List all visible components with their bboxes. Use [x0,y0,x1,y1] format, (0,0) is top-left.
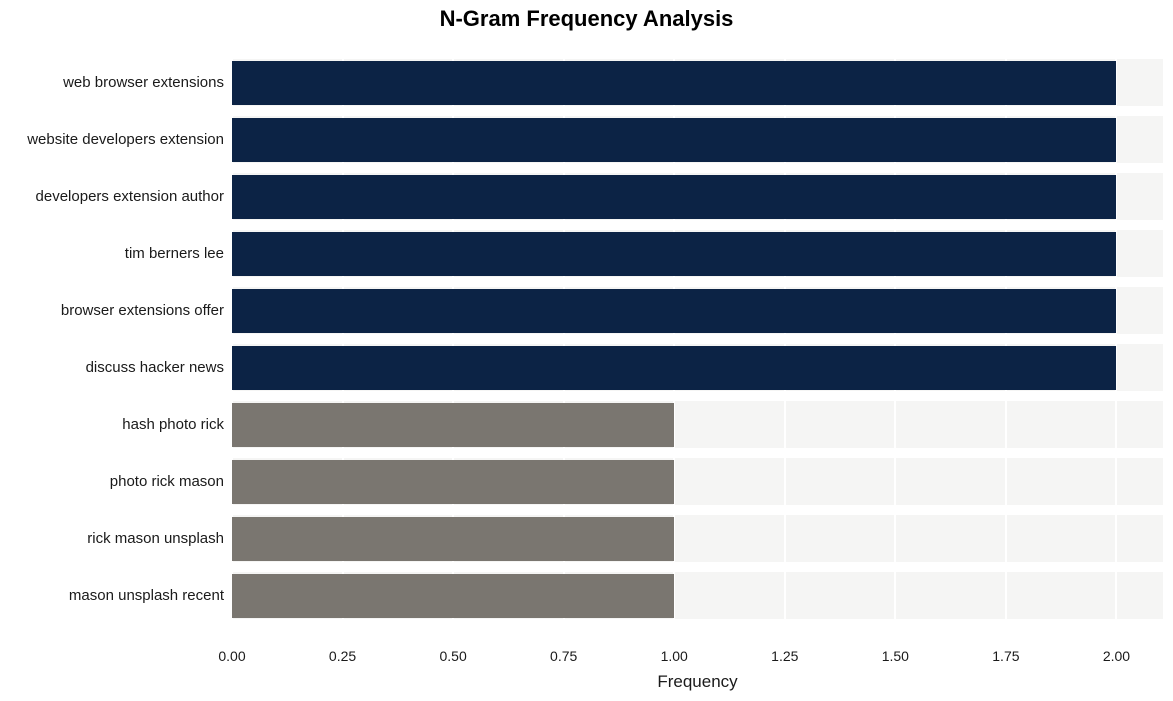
bar [232,175,1116,219]
x-tick-label: 0.25 [329,648,356,664]
y-tick-label: developers extension author [0,175,224,219]
y-tick-label: photo rick mason [0,460,224,504]
y-tick-label: hash photo rick [0,403,224,447]
x-tick-label: 0.50 [439,648,466,664]
y-tick-label: tim berners lee [0,232,224,276]
x-tick-label: 0.75 [550,648,577,664]
bar [232,517,674,561]
y-tick-label: mason unsplash recent [0,574,224,618]
ngram-chart: N-Gram Frequency Analysis web browser ex… [0,0,1173,701]
y-tick-label: website developers extension [0,118,224,162]
bar [232,61,1116,105]
bar [232,118,1116,162]
x-tick-label: 2.00 [1103,648,1130,664]
y-tick-label: web browser extensions [0,61,224,105]
x-tick-label: 1.75 [992,648,1019,664]
y-tick-label: discuss hacker news [0,346,224,390]
x-tick-label: 1.50 [882,648,909,664]
bar [232,403,674,447]
chart-title: N-Gram Frequency Analysis [0,6,1173,32]
bar [232,232,1116,276]
bar [232,460,674,504]
x-tick-label: 1.25 [771,648,798,664]
bar [232,289,1116,333]
bar [232,574,674,618]
y-tick-label: browser extensions offer [0,289,224,333]
y-tick-label: rick mason unsplash [0,517,224,561]
plot-area [232,36,1163,638]
x-tick-label: 0.00 [218,648,245,664]
x-tick-label: 1.00 [661,648,688,664]
bar [232,346,1116,390]
